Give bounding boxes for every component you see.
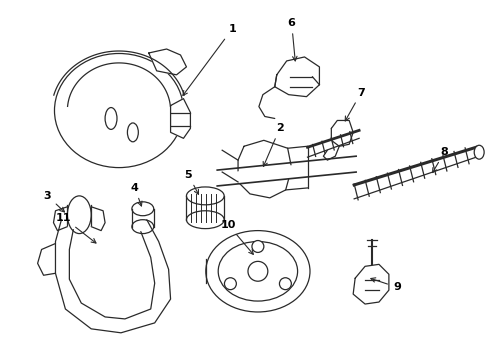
Circle shape	[248, 261, 268, 281]
Text: 8: 8	[433, 147, 448, 172]
Polygon shape	[238, 140, 292, 198]
Ellipse shape	[68, 196, 91, 234]
Text: 11: 11	[56, 213, 96, 243]
Text: 10: 10	[220, 220, 253, 254]
Ellipse shape	[54, 54, 183, 168]
Ellipse shape	[127, 123, 138, 142]
Polygon shape	[353, 264, 389, 304]
Ellipse shape	[474, 145, 484, 159]
Text: 9: 9	[371, 278, 401, 292]
Ellipse shape	[132, 202, 154, 216]
Polygon shape	[55, 220, 171, 333]
Text: 3: 3	[44, 191, 65, 212]
Polygon shape	[331, 121, 353, 146]
Ellipse shape	[206, 231, 310, 312]
Text: 7: 7	[345, 88, 365, 121]
Circle shape	[279, 278, 292, 290]
Text: 1: 1	[183, 24, 236, 95]
Ellipse shape	[187, 187, 224, 205]
Circle shape	[252, 240, 264, 252]
Ellipse shape	[132, 220, 154, 234]
Polygon shape	[91, 207, 105, 231]
Text: 4: 4	[131, 183, 142, 206]
Polygon shape	[149, 49, 187, 75]
Polygon shape	[38, 243, 55, 275]
Polygon shape	[171, 99, 191, 138]
Ellipse shape	[187, 211, 224, 229]
Text: 6: 6	[288, 18, 297, 61]
Polygon shape	[275, 57, 319, 96]
Polygon shape	[53, 207, 68, 231]
Circle shape	[224, 278, 236, 290]
Ellipse shape	[105, 108, 117, 129]
Text: 2: 2	[263, 123, 284, 166]
Text: 5: 5	[185, 170, 198, 194]
